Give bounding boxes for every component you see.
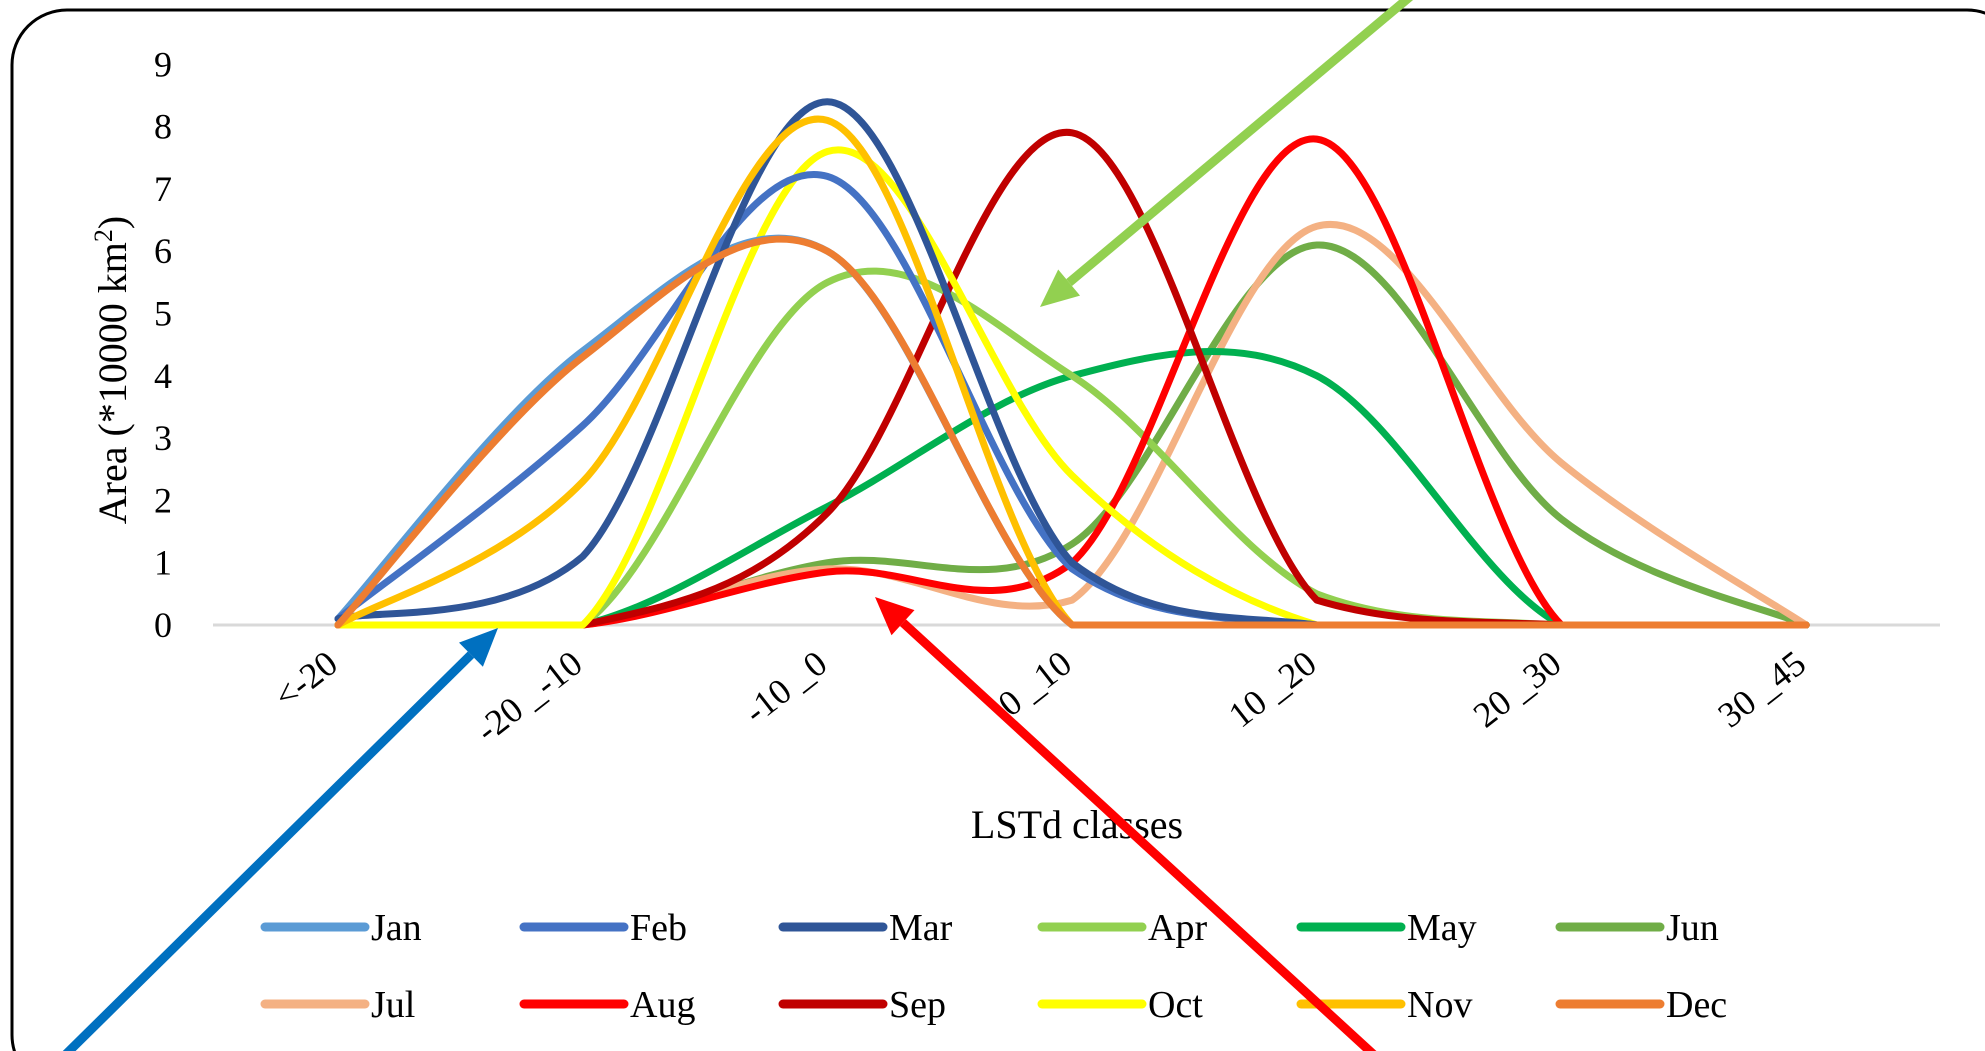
legend-label: Sep (889, 984, 946, 1026)
legend-label: Apr (1148, 907, 1207, 949)
y-tick-label: 4 (154, 356, 172, 396)
y-tick-label: 3 (154, 418, 172, 458)
green-arrow-head (1040, 269, 1081, 307)
red-arrow-shaft (899, 619, 1377, 1051)
legend-label: May (1407, 907, 1477, 949)
green-arrow-shaft (1066, 0, 1414, 287)
y-tick-label: 6 (154, 231, 172, 271)
series-lines (334, 98, 1810, 629)
y-tick-label: 5 (154, 294, 172, 334)
annotations (62, 0, 1414, 1051)
legend-label: Mar (889, 907, 953, 949)
blue-arrow-head (459, 628, 498, 667)
y-axis-title-end: ) (90, 216, 135, 229)
y-axis-title-sup: 2 (89, 229, 118, 242)
legend: Jan Feb Mar Apr May Jun Jul Aug Sep Oct Nov Dec (260, 907, 1727, 1026)
y-tick-label: 0 (154, 605, 172, 645)
y-tick-label: 2 (154, 480, 172, 520)
y-tick-label: 9 (154, 44, 172, 84)
legend-label: Jun (1666, 907, 1719, 949)
red-arrow-head (875, 597, 915, 636)
y-tick-labels: 0 1 2 3 4 5 6 7 8 9 (154, 44, 172, 645)
legend-label: Feb (630, 907, 687, 949)
y-tick-label: 7 (154, 169, 172, 209)
legend-label: Nov (1407, 984, 1472, 1026)
y-tick-label: 8 (154, 107, 172, 147)
y-axis-title-main: Area (*10000 km (90, 242, 135, 524)
legend-label: Jan (371, 907, 422, 949)
legend-label: Oct (1148, 984, 1203, 1026)
blue-arrow-shaft (62, 651, 475, 1051)
y-axis-title: Area (*10000 km2) (89, 216, 136, 524)
legend-label: Dec (1666, 984, 1727, 1026)
legend-label: Aug (630, 984, 695, 1026)
x-axis-title: LSTd classes (971, 802, 1183, 847)
y-tick-label: 1 (154, 543, 172, 583)
series-line-dec (334, 235, 1810, 629)
legend-label: Jul (371, 984, 415, 1026)
